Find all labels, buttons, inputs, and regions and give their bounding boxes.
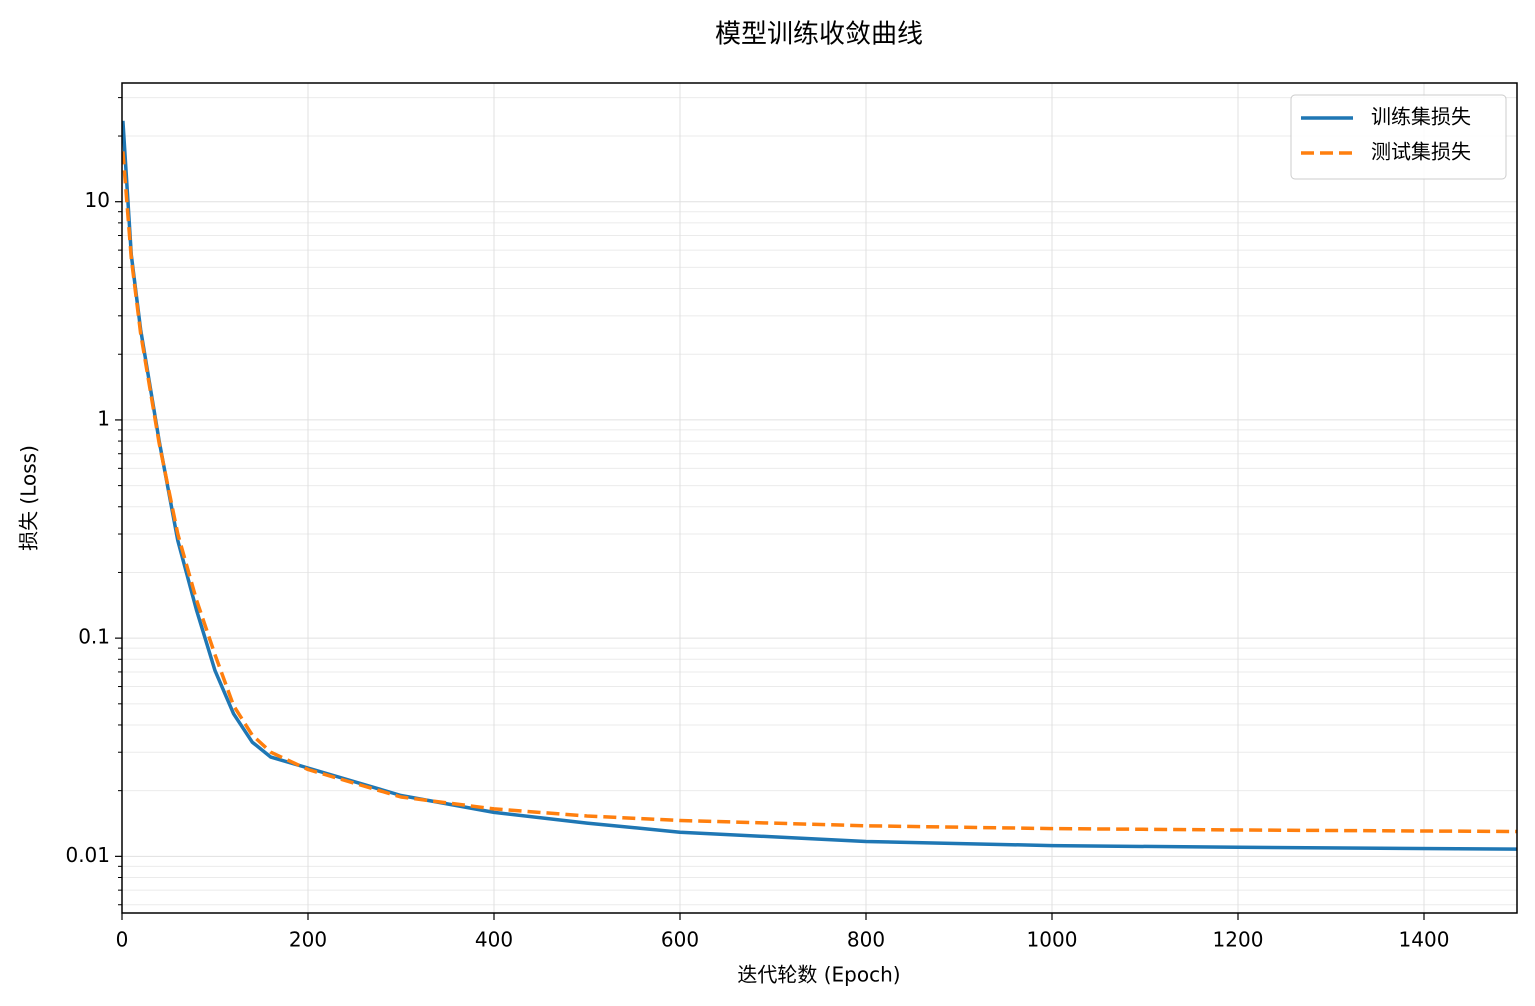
plot-frame [121,82,1518,914]
chart-title: 模型训练收敛曲线 [715,20,923,50]
y-axis-label: 损失 (Loss) [17,445,41,551]
x-axis-label: 迭代轮数 (Epoch) [737,963,900,987]
x-tick-label: 400 [475,928,513,952]
series-line [122,120,1517,851]
series-line [122,151,1517,834]
x-tick-label: 600 [661,928,699,952]
x-tick-label: 1200 [1213,928,1264,952]
y-tick-label: 0.1 [78,625,110,649]
x-tick-label: 800 [847,928,885,952]
y-tick-label: 1 [97,406,110,430]
legend-label: 测试集损失 [1371,140,1471,164]
x-tick-label: 0 [116,928,129,952]
x-tick-label: 200 [289,928,327,952]
x-tick-label: 1400 [1399,928,1450,952]
y-tick-label: 10 [85,188,110,212]
y-tick-label: 0.01 [65,843,110,867]
legend-box [1290,94,1507,180]
x-tick-label: 1000 [1027,928,1078,952]
legend-label: 训练集损失 [1371,105,1471,129]
